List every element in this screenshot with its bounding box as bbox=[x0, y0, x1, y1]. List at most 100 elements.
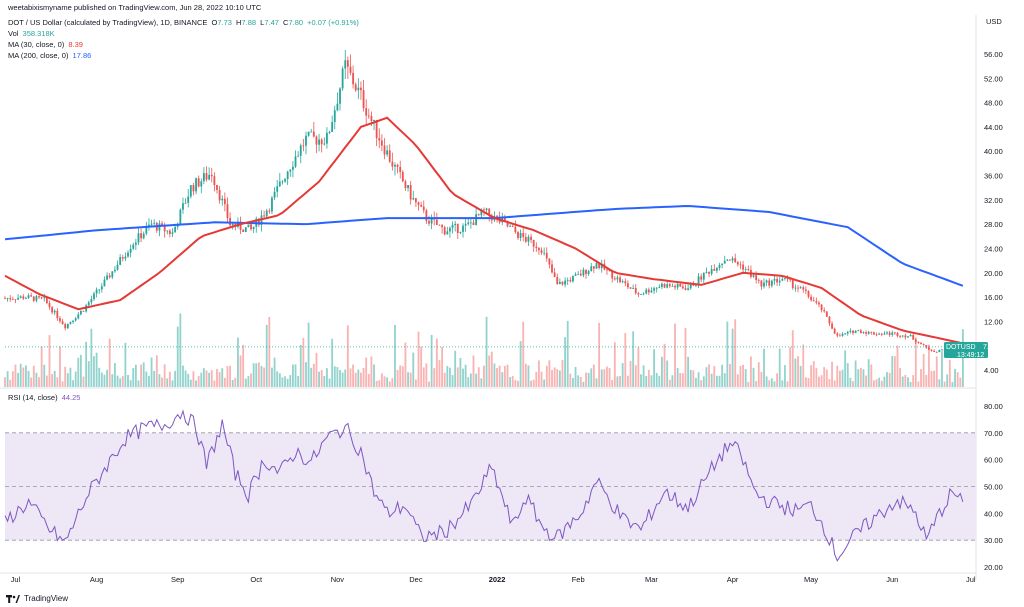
candle-body bbox=[731, 258, 734, 261]
volume-bar bbox=[933, 370, 936, 387]
price-tick-label: 36.00 bbox=[984, 172, 1003, 181]
time-tick-label: Nov bbox=[331, 575, 345, 584]
volume-bar bbox=[265, 324, 268, 387]
candle-body bbox=[548, 258, 551, 265]
volume-bar bbox=[807, 377, 810, 387]
candle-body bbox=[883, 333, 886, 335]
price-tick-label: 4.00 bbox=[984, 366, 999, 375]
candle-body bbox=[836, 333, 839, 336]
volume-bar bbox=[778, 348, 781, 387]
candle-body bbox=[394, 164, 396, 167]
candle-body bbox=[519, 232, 522, 238]
candle-body bbox=[878, 333, 881, 335]
volume-bar bbox=[645, 376, 648, 387]
candle-body bbox=[927, 347, 930, 350]
volume-bar bbox=[27, 370, 30, 387]
candle-body bbox=[48, 303, 51, 308]
high-value: 7.88 bbox=[241, 18, 257, 27]
rsi-line bbox=[4, 409, 964, 562]
volume-bar bbox=[909, 381, 912, 387]
volume-bar bbox=[140, 364, 143, 387]
volume-bar bbox=[200, 372, 203, 387]
candle-body bbox=[760, 280, 763, 287]
candle-body bbox=[302, 145, 305, 147]
volume-bar bbox=[268, 317, 271, 387]
candle-body bbox=[676, 283, 679, 288]
candle-body bbox=[59, 318, 61, 322]
candle-body bbox=[875, 334, 878, 336]
candle-body bbox=[925, 345, 928, 348]
volume-bar bbox=[373, 364, 375, 387]
candle-body bbox=[475, 214, 478, 226]
candle-body bbox=[930, 349, 933, 351]
candle-body bbox=[914, 339, 917, 342]
candle-body bbox=[365, 108, 368, 116]
candle-body bbox=[736, 262, 739, 265]
change-value: +0.07 (+0.91%) bbox=[307, 18, 359, 27]
candle-body bbox=[428, 220, 430, 224]
volume-bar bbox=[590, 368, 593, 387]
volume-bar bbox=[852, 381, 854, 387]
volume-bar bbox=[116, 375, 119, 387]
candle-body bbox=[773, 278, 776, 281]
rsi-value: 44.25 bbox=[61, 393, 81, 402]
volume-bar bbox=[399, 365, 402, 387]
candle-body bbox=[506, 220, 509, 227]
volume-bar bbox=[14, 364, 17, 387]
volume-bar bbox=[210, 370, 213, 387]
volume-bar bbox=[553, 367, 556, 387]
volume-bar bbox=[548, 360, 551, 387]
volume-bar bbox=[870, 364, 873, 387]
candle-body bbox=[540, 250, 543, 253]
candle-body bbox=[538, 248, 540, 251]
volume-bar bbox=[148, 375, 150, 387]
tradingview-logo[interactable]: TradingView bbox=[6, 594, 68, 603]
candle-body bbox=[250, 224, 252, 230]
candle-body bbox=[645, 289, 648, 294]
candle-body bbox=[271, 197, 273, 212]
candle-body bbox=[375, 119, 378, 139]
candle-body bbox=[941, 349, 943, 351]
volume-bar bbox=[603, 369, 606, 387]
price-tag-symbol: DOTUSD bbox=[946, 344, 976, 351]
volume-bar bbox=[9, 379, 12, 387]
candle-body bbox=[702, 272, 705, 280]
volume-bar bbox=[543, 379, 546, 387]
volume-bar bbox=[242, 344, 245, 387]
candle-body bbox=[407, 185, 409, 189]
candle-body bbox=[391, 161, 394, 167]
volume-bar bbox=[585, 372, 587, 387]
candle-body bbox=[681, 286, 684, 289]
candle-body bbox=[849, 330, 852, 332]
candle-body bbox=[456, 223, 459, 234]
candle-body bbox=[409, 185, 412, 200]
candle-body bbox=[247, 224, 250, 228]
candle-body bbox=[354, 84, 357, 91]
candle-body bbox=[35, 296, 38, 301]
candle-body bbox=[893, 332, 896, 334]
volume-bar bbox=[496, 368, 498, 387]
volume-bar bbox=[961, 329, 964, 387]
candle-body bbox=[865, 332, 867, 334]
volume-bar bbox=[456, 367, 459, 387]
candle-body bbox=[137, 233, 140, 243]
candle-body bbox=[503, 218, 506, 221]
volume-bar bbox=[859, 367, 862, 387]
volume-bar bbox=[731, 328, 734, 387]
volume-bar bbox=[480, 378, 483, 387]
volume-bar bbox=[82, 376, 85, 387]
candle-body bbox=[611, 270, 614, 279]
volume-bar bbox=[433, 368, 436, 387]
candle-body bbox=[72, 320, 74, 323]
candle-body bbox=[797, 287, 799, 289]
volume-bar bbox=[119, 378, 122, 387]
volume-bar bbox=[428, 381, 430, 387]
candle-body bbox=[373, 119, 375, 122]
candle-body bbox=[9, 298, 12, 300]
candle-body bbox=[558, 281, 561, 285]
volume-value: 358.318K bbox=[22, 29, 55, 38]
time-tick-label: Oct bbox=[250, 575, 263, 584]
volume-bar bbox=[551, 370, 553, 387]
volume-bar bbox=[540, 371, 543, 387]
